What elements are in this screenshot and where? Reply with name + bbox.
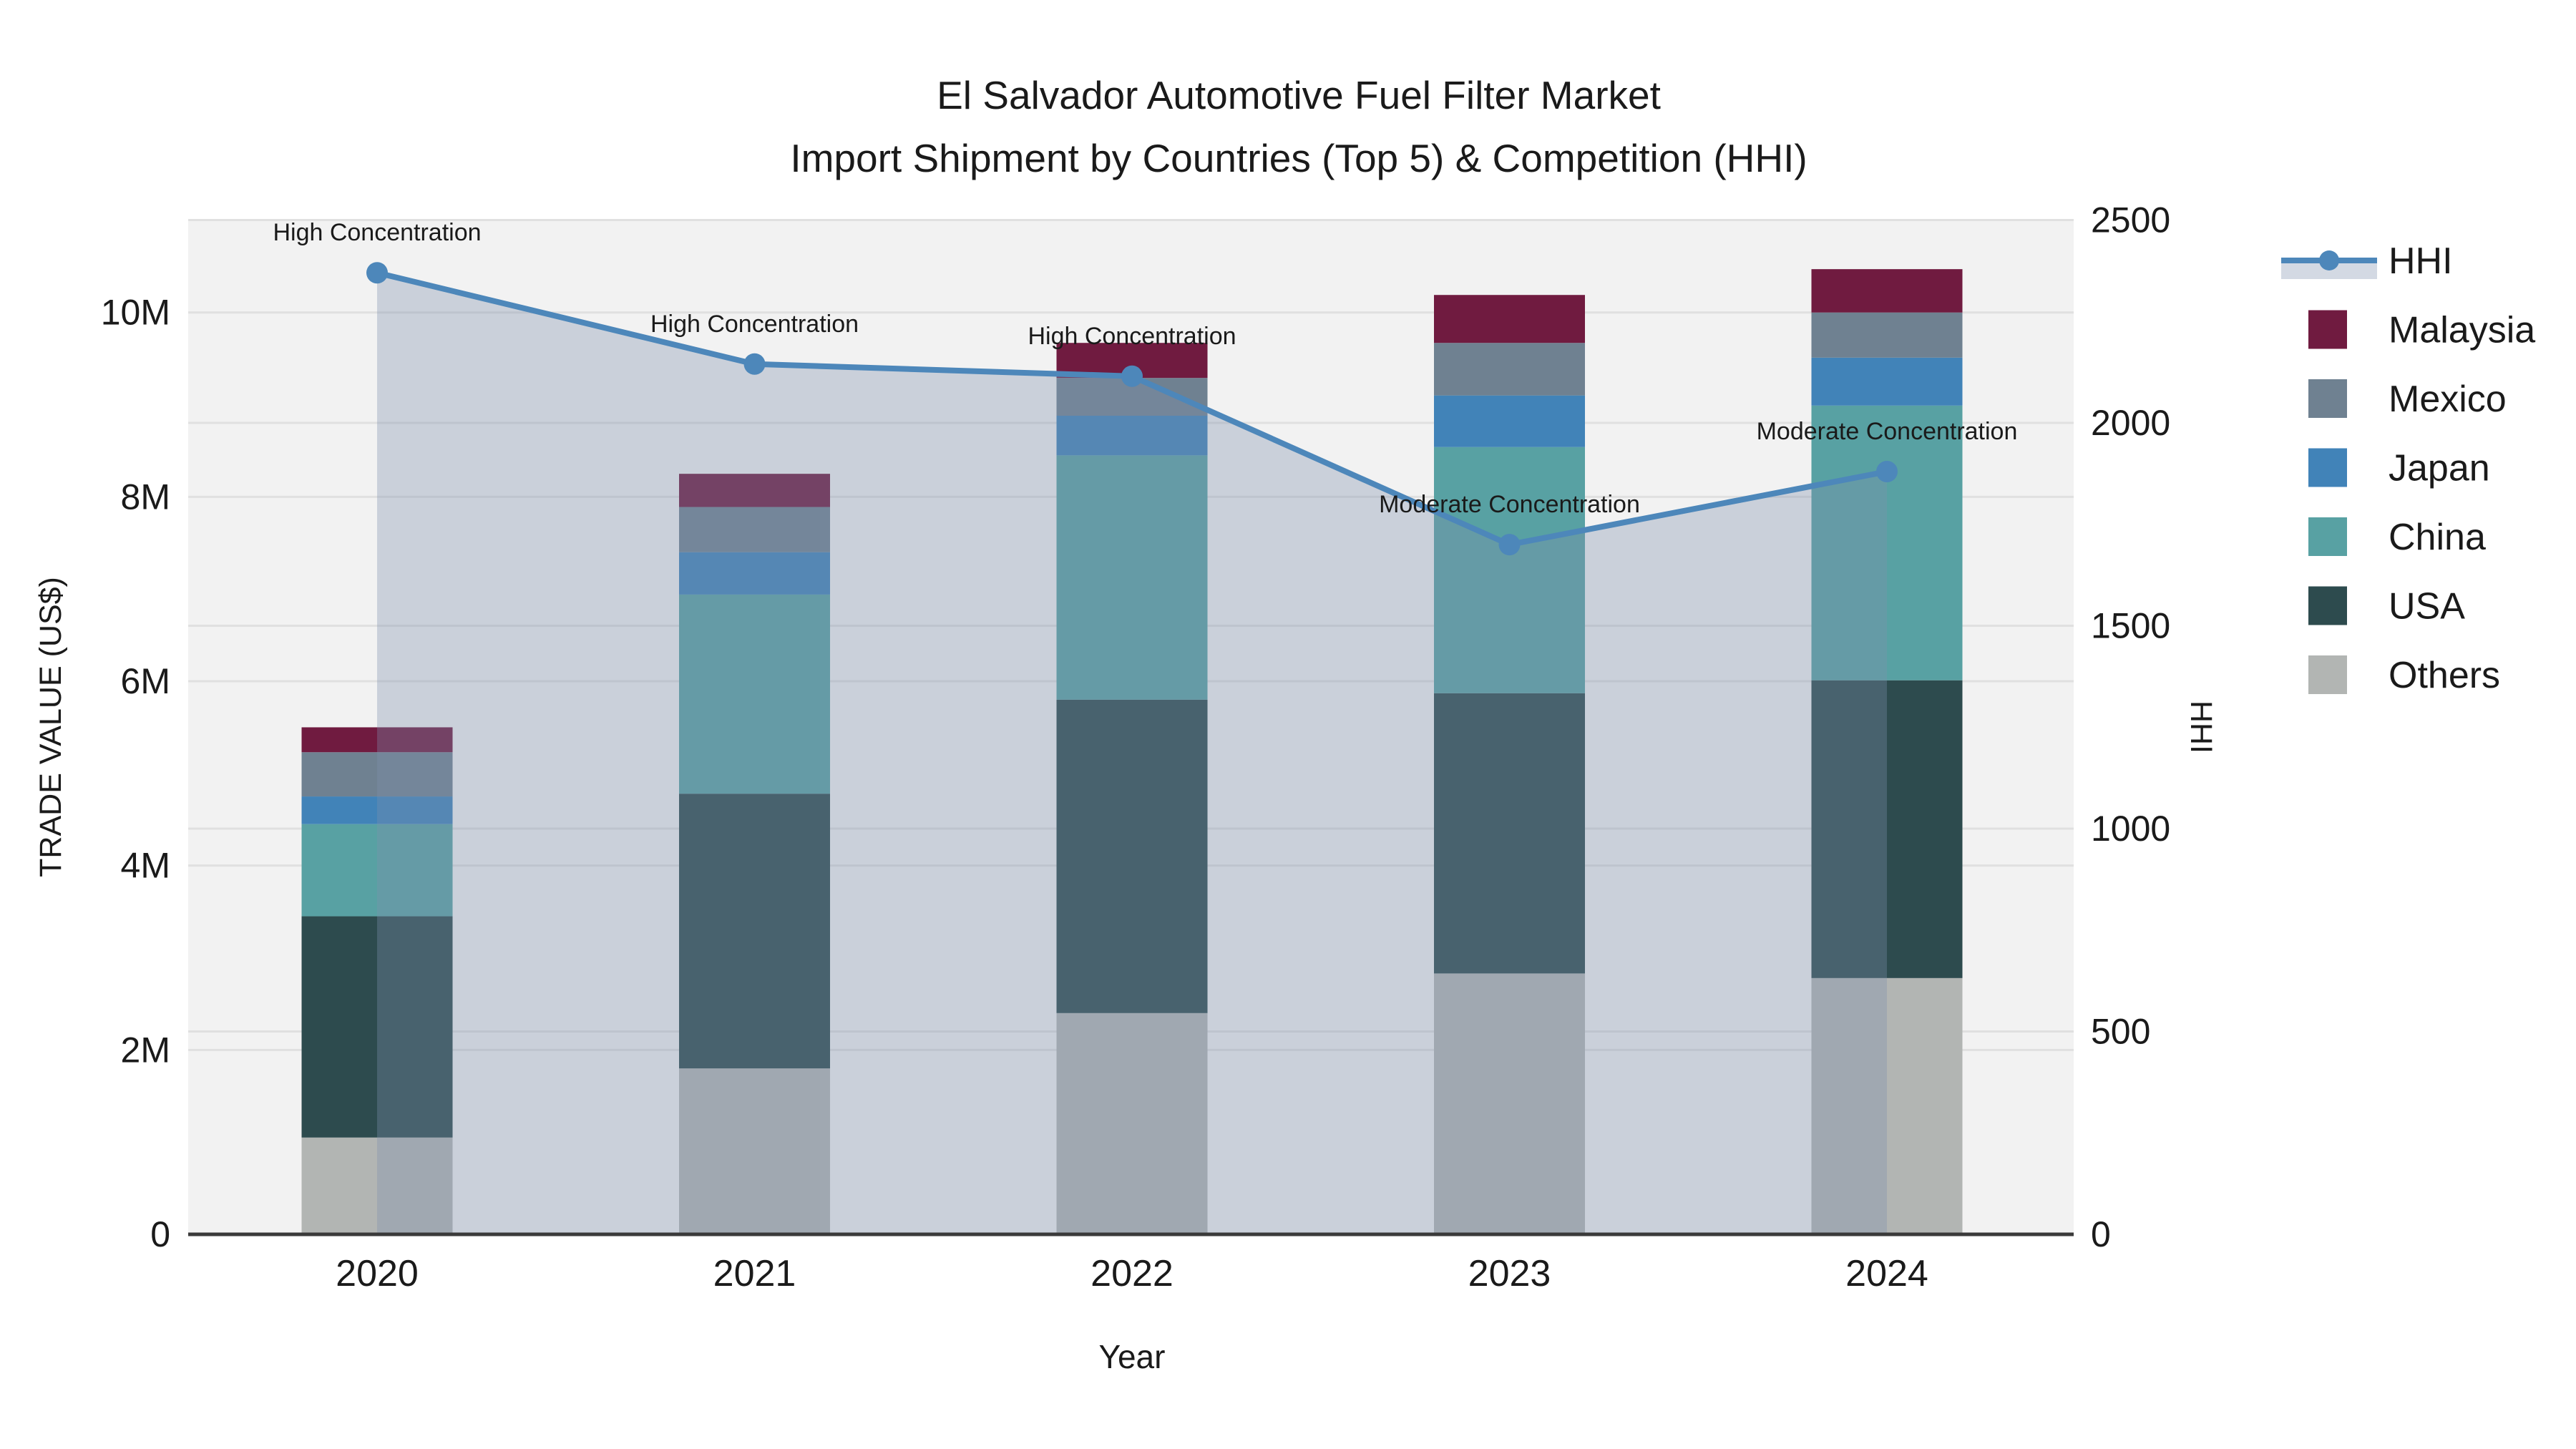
x-tick-2024: 2024 — [1845, 1253, 1928, 1294]
bar-segment-2021-Mexico — [679, 507, 830, 552]
x-tick-2021: 2021 — [713, 1253, 796, 1294]
legend-item-china[interactable]: China — [2308, 517, 2486, 558]
bar-segment-2020-China — [301, 824, 453, 917]
legend-item-japan[interactable]: Japan — [2308, 448, 2490, 489]
bar-segment-2022-USA — [1056, 699, 1208, 1013]
hhi-marker-2022 — [1121, 365, 1143, 387]
legend-item-malaysia[interactable]: Malaysia — [2308, 310, 2535, 351]
y-right-tick-2500: 2500 — [2091, 200, 2170, 240]
legend-swatch-usa — [2308, 586, 2347, 625]
y-left-tick-6M: 6M — [121, 661, 170, 701]
bar-segment-2024-Japan — [1811, 357, 1963, 406]
bar-segment-2024-Mexico — [1811, 312, 1963, 358]
bar-segment-2022-Others — [1056, 1013, 1208, 1234]
x-tick-2022: 2022 — [1091, 1253, 1174, 1294]
bar-segment-2020-Japan — [301, 796, 453, 824]
y-right-tick-500: 500 — [2091, 1012, 2150, 1052]
bar-segment-2020-Malaysia — [301, 727, 453, 753]
legend-label-usa: USA — [2389, 586, 2465, 628]
y-left-tick-10M: 10M — [101, 293, 170, 333]
bar-segment-2023-Malaysia — [1434, 295, 1585, 343]
bar-segment-2023-China — [1434, 447, 1585, 693]
hhi-marker-2024 — [1876, 461, 1898, 483]
x-tick-2023: 2023 — [1468, 1253, 1551, 1294]
annotations-layer: High Concentration High Concentration High… — [273, 219, 2017, 518]
legend-swatch-mexico — [2308, 379, 2347, 418]
legend: HHI Malaysia Mexico Japan China USA Others — [2281, 240, 2535, 696]
y-right-tick-2000: 2000 — [2091, 403, 2170, 443]
legend-label-japan: Japan — [2389, 448, 2490, 489]
legend-item-mexico[interactable]: Mexico — [2308, 379, 2507, 420]
chart-subtitle: Import Shipment by Countries (Top 5) & C… — [790, 136, 1807, 180]
hhi-marker-2023 — [1498, 534, 1521, 556]
bar-segment-2023-Mexico — [1434, 343, 1585, 396]
bar-segment-2021-Japan — [679, 552, 830, 595]
y-left-tick-4M: 4M — [121, 846, 170, 886]
legend-item-hhi[interactable]: HHI — [2281, 240, 2453, 282]
y-left-tick-8M: 8M — [121, 477, 170, 517]
annotation-2024: Moderate Concentration — [1757, 418, 2018, 445]
bar-segment-2024-USA — [1811, 680, 1963, 978]
legend-swatch-china — [2308, 517, 2347, 556]
bar-segment-2020-USA — [301, 916, 453, 1138]
axes-layer: 0 2M 4M 6M 8M 10M 0 500 1000 1500 2000 2500 2020 2021… — [101, 200, 2171, 1295]
hhi-marker-2020 — [366, 262, 388, 284]
legend-item-others[interactable]: Others — [2308, 655, 2500, 696]
bar-segment-2023-USA — [1434, 693, 1585, 974]
stacked-bars-layer — [301, 269, 1963, 1234]
x-axis-title: Year — [1099, 1338, 1166, 1375]
y-left-tick-2M: 2M — [121, 1030, 170, 1070]
legend-label-others: Others — [2389, 655, 2500, 696]
y-right-tick-0: 0 — [2091, 1214, 2111, 1254]
hhi-area-layer — [377, 273, 1887, 1235]
legend-swatch-others — [2308, 655, 2347, 694]
legend-swatch-malaysia — [2308, 310, 2347, 349]
annotation-2023: Moderate Concentration — [1379, 491, 1640, 518]
legend-label-hhi: HHI — [2389, 240, 2453, 282]
legend-label-malaysia: Malaysia — [2389, 310, 2535, 351]
bar-segment-2021-USA — [679, 794, 830, 1069]
bar-segment-2024-China — [1811, 405, 1963, 680]
bar-segment-2024-Malaysia — [1811, 269, 1963, 313]
chart-title: El Salvador Automotive Fuel Filter Marke… — [937, 73, 1661, 117]
bar-segment-2022-Japan — [1056, 415, 1208, 456]
legend-label-china: China — [2389, 517, 2486, 558]
annotation-2020: High Concentration — [273, 219, 481, 246]
bar-segment-2020-Mexico — [301, 752, 453, 797]
hhi-area-fill — [377, 273, 1887, 1235]
legend-hhi-marker-icon — [2319, 250, 2339, 270]
y-left-tick-0: 0 — [150, 1214, 170, 1254]
y-axis-left-title: TRADE VALUE (US$) — [34, 577, 68, 877]
bar-segment-2021-Others — [679, 1068, 830, 1234]
bar-segment-2023-Japan — [1434, 395, 1585, 447]
hhi-marker-2021 — [743, 353, 766, 375]
y-right-tick-1500: 1500 — [2091, 606, 2170, 646]
legend-label-mexico: Mexico — [2389, 379, 2507, 420]
annotation-2021: High Concentration — [650, 311, 859, 338]
legend-swatch-japan — [2308, 448, 2347, 487]
y-axis-right-title: HHI — [2184, 701, 2218, 753]
bar-segment-2023-Others — [1434, 973, 1585, 1234]
legend-item-usa[interactable]: USA — [2308, 586, 2465, 628]
annotation-2022: High Concentration — [1028, 323, 1236, 350]
bar-segment-2024-Others — [1811, 977, 1963, 1234]
bar-segment-2022-China — [1056, 455, 1208, 700]
bar-segment-2020-Others — [301, 1137, 453, 1234]
hhi-line-layer — [366, 262, 1898, 556]
y-right-tick-1000: 1000 — [2091, 809, 2170, 849]
bar-segment-2021-Malaysia — [679, 474, 830, 507]
x-tick-2020: 2020 — [336, 1253, 419, 1294]
bar-segment-2021-China — [679, 594, 830, 794]
